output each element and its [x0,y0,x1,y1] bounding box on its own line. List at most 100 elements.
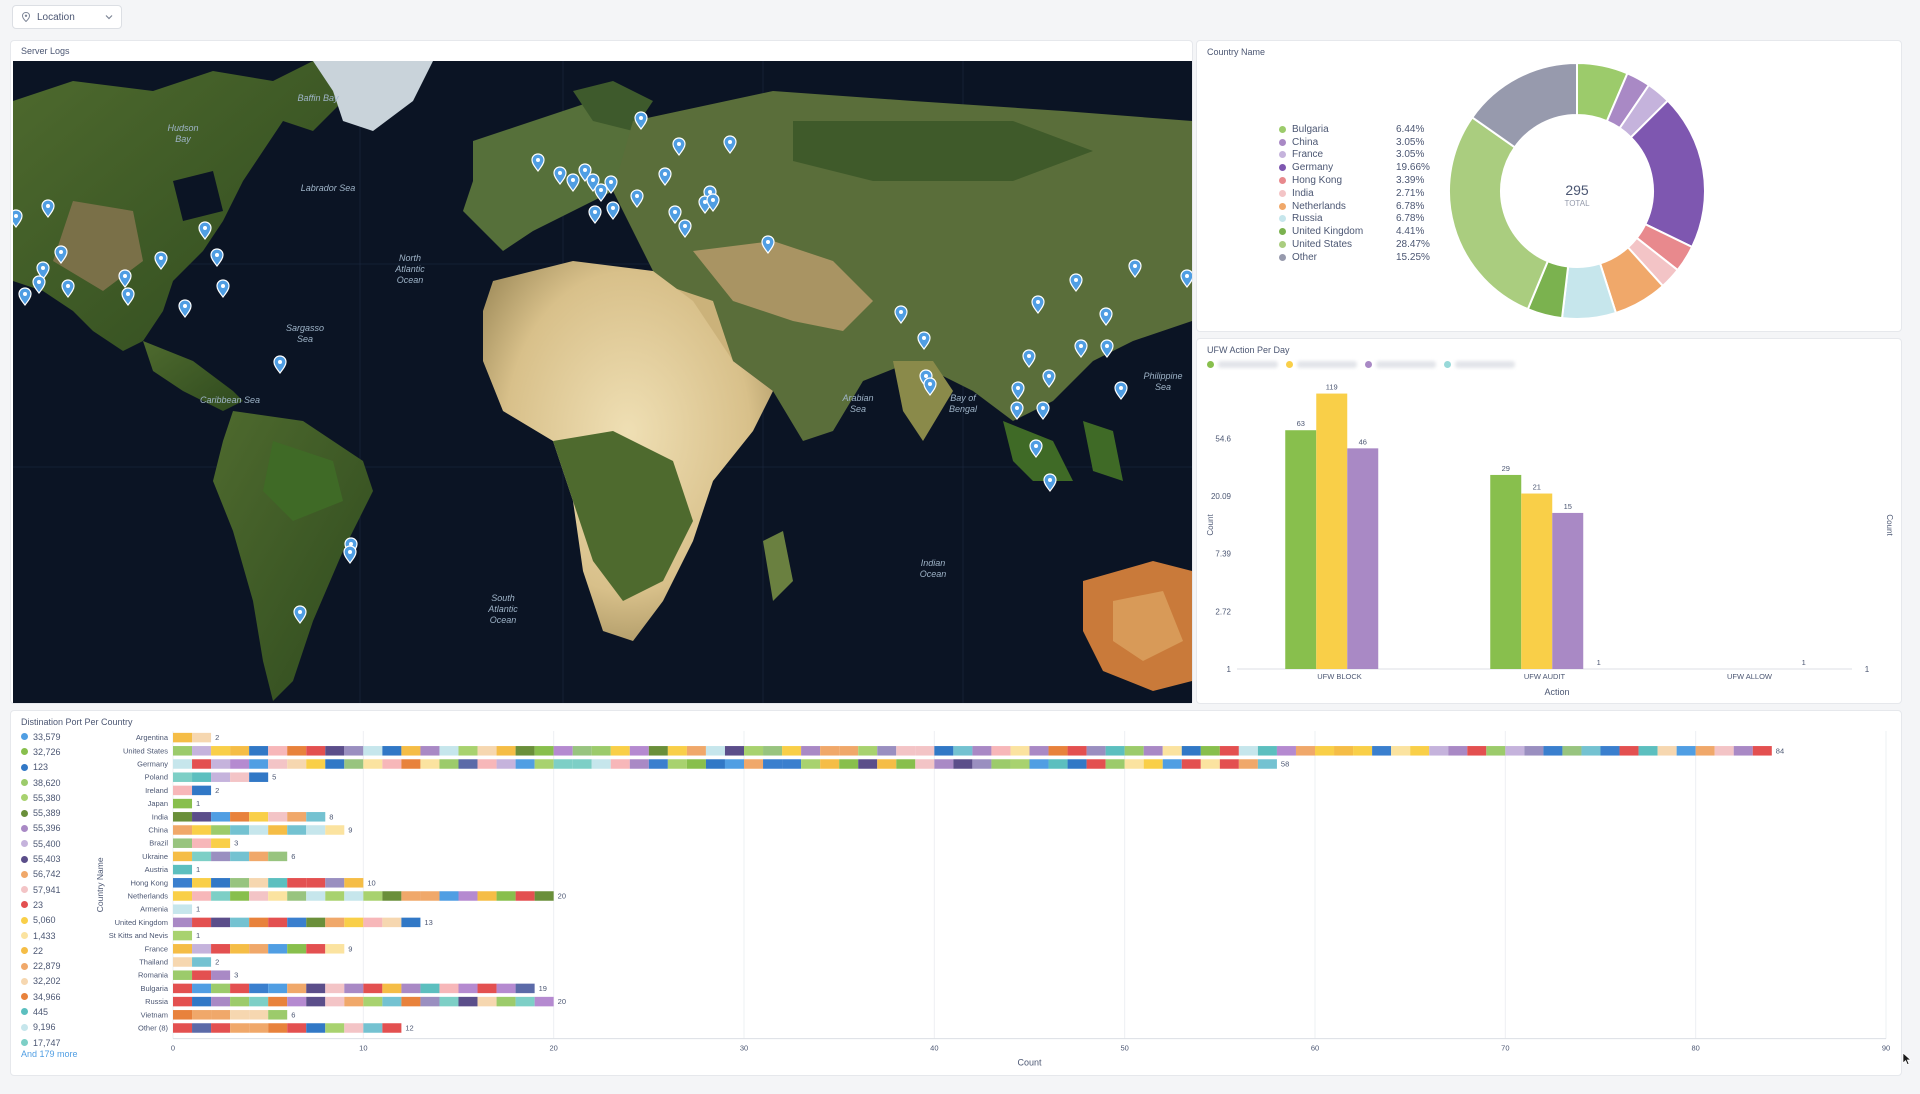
stack-segment[interactable] [287,825,307,835]
stack-segment[interactable] [325,1023,345,1033]
stack-segment[interactable] [1372,746,1392,756]
stack-segment[interactable] [363,983,383,994]
location-marker[interactable] [343,545,357,564]
pie-legend-item[interactable]: United Kingdom 4.41% [1279,225,1430,238]
stack-segment[interactable] [249,812,269,822]
stack-segment[interactable] [1334,746,1354,756]
stack-segment[interactable] [363,917,383,928]
location-marker[interactable] [634,111,648,130]
stack-segment[interactable] [1010,746,1030,756]
location-marker[interactable] [1029,439,1043,458]
stack-segment[interactable] [173,732,193,743]
stack-segment[interactable] [306,878,326,888]
stack-segment[interactable] [591,759,611,769]
ports-legend-item[interactable]: 22,879 [21,958,61,973]
stack-segment[interactable] [173,1010,193,1020]
stack-segment[interactable] [211,759,231,769]
stack-segment[interactable] [1200,746,1220,756]
stack-segment[interactable] [439,746,459,756]
stack-segment[interactable] [249,944,269,954]
stack-segment[interactable] [268,759,288,769]
legend-more-link[interactable]: And 179 more [21,1049,78,1059]
location-marker[interactable] [706,193,720,212]
stack-segment[interactable] [173,904,193,914]
stack-segment[interactable] [173,957,193,967]
location-marker[interactable] [1022,349,1036,368]
stack-segment[interactable] [173,878,193,888]
stack-segment[interactable] [211,851,231,862]
stack-segment[interactable] [344,983,364,994]
pie-legend-item[interactable]: India 2.71% [1279,187,1430,200]
stack-segment[interactable] [667,759,687,769]
stack-segment[interactable] [230,891,250,901]
location-marker[interactable] [41,199,55,218]
location-marker[interactable] [672,137,686,156]
stack-segment[interactable] [705,759,725,769]
stack-segment[interactable] [648,759,668,769]
stack-segment[interactable] [1562,746,1582,756]
stack-segment[interactable] [1276,746,1296,756]
stack-segment[interactable] [1029,746,1049,756]
stack-segment[interactable] [268,917,288,928]
location-marker[interactable] [917,331,931,350]
stack-segment[interactable] [401,759,421,769]
stack-segment[interactable] [686,759,706,769]
stack-segment[interactable] [1124,746,1144,756]
stack-segment[interactable] [173,930,193,941]
stack-segment[interactable] [972,759,992,769]
stack-segment[interactable] [820,746,840,756]
stack-segment[interactable] [420,891,440,901]
ufw-bar[interactable] [1490,474,1522,669]
pie-legend-item[interactable]: Bulgaria 6.44% [1279,123,1430,136]
stack-segment[interactable] [1029,759,1049,769]
stack-segment[interactable] [230,1010,250,1020]
stack-segment[interactable] [1638,746,1658,756]
stack-segment[interactable] [173,1023,193,1033]
stack-segment[interactable] [953,759,973,769]
stack-segment[interactable] [287,812,307,822]
ufw-bar[interactable] [1347,448,1379,669]
stack-segment[interactable] [306,746,326,756]
stack-segment[interactable] [249,825,269,835]
location-marker[interactable] [216,279,230,298]
stack-segment[interactable] [1505,746,1525,756]
stack-segment[interactable] [515,891,535,901]
stack-segment[interactable] [1657,746,1677,756]
stack-segment[interactable] [344,891,364,901]
ports-legend-item[interactable]: 445 [21,1004,61,1019]
ports-legend-item[interactable]: 55,403 [21,851,61,866]
stack-segment[interactable] [211,746,231,756]
location-marker[interactable] [606,201,620,220]
stack-segment[interactable] [230,996,250,1007]
stack-segment[interactable] [211,970,231,980]
stack-segment[interactable] [420,759,440,769]
stack-segment[interactable] [192,957,212,967]
stack-segment[interactable] [382,1023,402,1033]
location-marker[interactable] [1042,369,1056,388]
stack-segment[interactable] [382,996,402,1007]
stack-segment[interactable] [1124,759,1144,769]
stack-segment[interactable] [877,746,897,756]
stack-segment[interactable] [667,746,687,756]
stack-segment[interactable] [534,996,554,1007]
stack-segment[interactable] [230,825,250,835]
stack-segment[interactable] [173,785,193,796]
stack-segment[interactable] [839,759,859,769]
stack-segment[interactable] [1162,759,1182,769]
pie-legend-item[interactable]: Other 15.25% [1279,251,1430,264]
stack-segment[interactable] [1257,759,1277,769]
stack-segment[interactable] [1181,759,1201,769]
stack-segment[interactable] [1752,746,1772,756]
stack-segment[interactable] [1181,746,1201,756]
stack-segment[interactable] [1086,759,1106,769]
stack-segment[interactable] [591,746,611,756]
stack-segment[interactable] [268,878,288,888]
stack-segment[interactable] [915,759,935,769]
stack-segment[interactable] [268,825,288,835]
stack-segment[interactable] [496,996,516,1007]
stack-segment[interactable] [173,798,193,809]
stack-segment[interactable] [192,917,212,928]
stack-segment[interactable] [991,759,1011,769]
stack-segment[interactable] [192,944,212,954]
stack-segment[interactable] [1467,746,1487,756]
